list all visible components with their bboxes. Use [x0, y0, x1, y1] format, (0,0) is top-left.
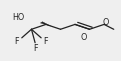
Text: O: O — [102, 18, 108, 27]
Text: F: F — [44, 37, 48, 46]
Text: F: F — [33, 44, 37, 53]
Text: HO: HO — [12, 13, 24, 22]
Text: O: O — [80, 33, 87, 42]
Text: F: F — [15, 37, 19, 46]
